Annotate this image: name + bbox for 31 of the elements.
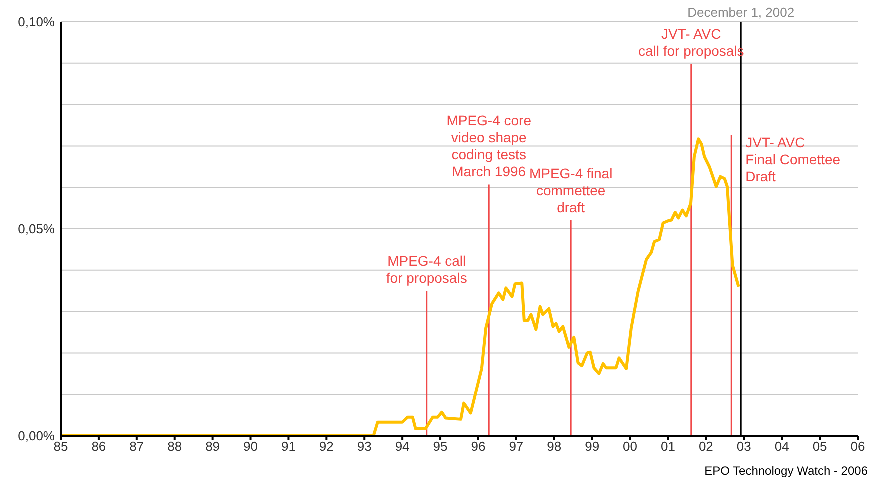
text: EPO Technology Watch - 2006 [704, 464, 868, 478]
ref-line-label: MPEG-4 core video shape coding tests March 1996 [446, 112, 532, 180]
x-tick-label: 94 [395, 439, 410, 454]
x-tick-label: 98 [547, 439, 562, 454]
x-tick-label: 90 [244, 439, 258, 454]
x-tick-label: 01 [661, 439, 676, 454]
y-tick-label: 0,10% [18, 14, 56, 30]
x-tick-label: 85 [54, 439, 68, 454]
x-tick-label: 04 [774, 439, 790, 454]
ref-line-label: December 1, 2002 [688, 5, 795, 20]
x-tick-label: 91 [281, 439, 296, 454]
x-tick-label: 89 [206, 439, 220, 454]
x-tick-label: 02 [698, 439, 714, 454]
x-tick-label: 93 [357, 439, 372, 454]
x-tick-label: 95 [433, 439, 448, 454]
ref-line-label: MPEG-4 final commettee draft [529, 165, 613, 216]
x-tick-label: 88 [168, 439, 182, 454]
y-tick-label: 0,00% [18, 428, 56, 444]
x-tick-label: 00 [623, 439, 638, 454]
ref-line-label: MPEG-4 call for proposals [386, 253, 468, 286]
x-tick-label: 87 [130, 439, 144, 454]
x-tick-label: 92 [319, 439, 334, 454]
ref-line-label: JVT- AVC Final Comettee Draft [746, 134, 841, 184]
x-tick-label: 97 [509, 439, 524, 454]
x-tick-label: 99 [585, 439, 600, 454]
x-tick-label: 96 [471, 439, 486, 454]
x-tick-label: 05 [812, 439, 828, 454]
x-tick-label: 03 [736, 439, 752, 454]
x-tick-label: 86 [92, 439, 106, 454]
y-tick-label: 0,05% [18, 222, 56, 237]
x-tick-label: 06 [850, 439, 866, 454]
